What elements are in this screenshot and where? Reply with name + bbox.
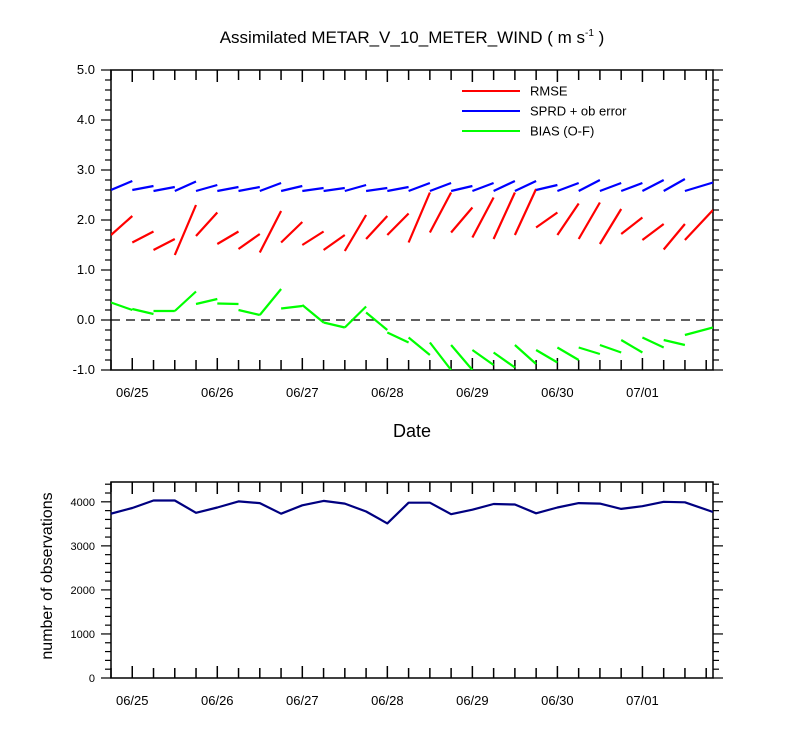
top-plot-panel: 06/25 06/26 06/27 06/28 06/29 06/30 07/01 -1.0 0… xyxy=(73,62,723,400)
legend-label: RMSE xyxy=(530,84,568,99)
observations-line xyxy=(111,499,713,525)
series-line-rmse xyxy=(111,188,713,256)
y-tick-label: 5.0 xyxy=(77,62,95,77)
x-tick-label: 06/30 xyxy=(541,693,574,708)
x-tick-label: 06/27 xyxy=(286,385,319,400)
chart-title-superscript: -1 xyxy=(585,28,594,39)
y-tick-label: 1.0 xyxy=(77,262,95,277)
x-tick-label: 06/25 xyxy=(116,385,149,400)
legend-label: BIAS (O-F) xyxy=(530,124,594,139)
y-tick-label: 2.0 xyxy=(77,212,95,227)
y-tick-label: -1.0 xyxy=(73,362,95,377)
legend: RMSE SPRD + ob error BIAS (O-F) xyxy=(462,84,627,139)
x-tick-label: 06/28 xyxy=(371,385,404,400)
x-tick-label: 06/29 xyxy=(456,385,489,400)
y-tick-label: 2000 xyxy=(71,585,95,597)
top-x-axis-label: Date xyxy=(393,421,431,441)
y-tick-label: 4000 xyxy=(71,497,95,509)
chart-title: Assimilated METAR_V_10_METER_WIND ( m s-… xyxy=(220,28,605,47)
x-tick-label: 07/01 xyxy=(626,385,659,400)
y-tick-label: 0.0 xyxy=(77,312,95,327)
y-tick-label: 3.0 xyxy=(77,162,95,177)
x-tick-label: 06/26 xyxy=(201,385,234,400)
bottom-plot-frame xyxy=(110,481,714,679)
x-tick-label: 06/27 xyxy=(286,693,319,708)
legend-label: SPRD + ob error xyxy=(530,104,627,119)
chart-title-main: Assimilated METAR_V_10_METER_WIND ( m s xyxy=(220,28,585,47)
x-tick-label: 06/29 xyxy=(456,693,489,708)
chart-title-close: ) xyxy=(594,28,604,47)
x-tick-label: 06/26 xyxy=(201,693,234,708)
y-tick-label: 3000 xyxy=(71,541,95,553)
x-tick-label: 06/28 xyxy=(371,693,404,708)
bottom-plot-panel: 06/25 06/26 06/27 06/28 06/29 06/30 07/01 0 1000… xyxy=(71,481,723,708)
x-tick-label: 06/25 xyxy=(116,693,149,708)
series-line-bias-o-f xyxy=(111,288,713,370)
x-tick-label: 06/30 xyxy=(541,385,574,400)
series-line-sprd-ob-error xyxy=(111,178,713,193)
y-tick-label: 4.0 xyxy=(77,112,95,127)
y-tick-label: 0 xyxy=(89,673,95,685)
y-tick-label: 1000 xyxy=(71,629,95,641)
bottom-y-axis-label: number of observations xyxy=(39,492,56,659)
x-tick-label: 07/01 xyxy=(626,693,659,708)
